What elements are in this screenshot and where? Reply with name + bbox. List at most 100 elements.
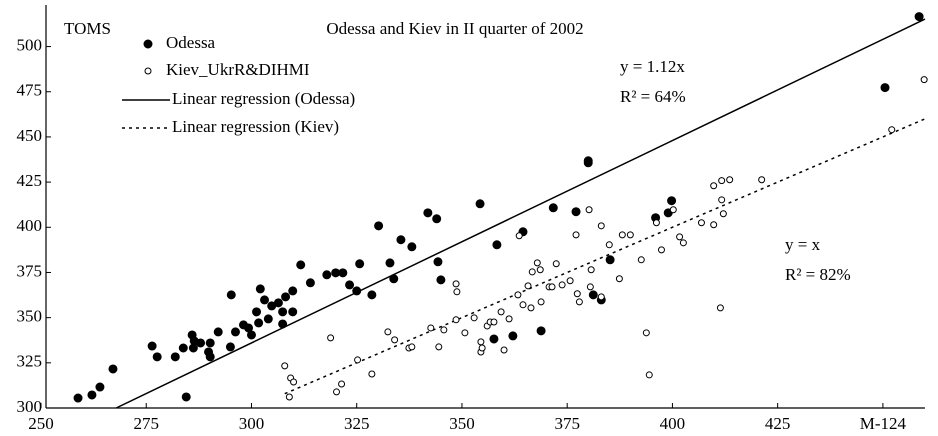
point <box>718 196 726 204</box>
point <box>527 304 535 312</box>
point <box>435 343 443 351</box>
point <box>726 176 734 184</box>
point <box>453 288 461 296</box>
point <box>436 275 446 285</box>
point <box>273 298 283 308</box>
point <box>558 281 566 289</box>
x-tick-label: M-124 <box>860 414 907 433</box>
point <box>552 260 560 268</box>
point <box>914 12 924 22</box>
point <box>196 338 206 348</box>
point <box>537 298 545 306</box>
annotation: y = 1.12x <box>620 57 685 76</box>
point <box>205 338 215 348</box>
point <box>452 316 460 324</box>
point <box>327 334 335 342</box>
point <box>679 239 687 247</box>
point <box>710 182 718 190</box>
regression-line <box>115 18 926 409</box>
point <box>583 158 593 168</box>
point <box>368 370 376 378</box>
x-tick-label: 350 <box>449 414 475 433</box>
point <box>508 331 518 341</box>
point <box>618 231 626 239</box>
y-tick-label: 325 <box>17 352 43 371</box>
point <box>676 233 684 241</box>
point <box>492 240 502 250</box>
point <box>920 76 928 84</box>
point <box>288 307 298 317</box>
point <box>408 343 416 351</box>
point <box>697 219 705 227</box>
point <box>489 334 499 344</box>
point <box>587 266 595 274</box>
point <box>322 270 332 280</box>
point <box>710 221 718 229</box>
point <box>888 126 896 134</box>
point <box>407 242 417 252</box>
point <box>152 352 162 362</box>
point <box>252 307 262 317</box>
point <box>718 177 726 185</box>
point <box>281 292 291 302</box>
point <box>427 324 435 332</box>
annotation: y = x <box>785 235 821 254</box>
point <box>290 378 298 386</box>
point <box>246 330 256 340</box>
point <box>296 260 306 270</box>
y-tick-label: 450 <box>17 126 43 145</box>
point <box>716 304 724 312</box>
point <box>181 392 191 402</box>
point <box>572 231 580 239</box>
x-tick-label: 375 <box>554 414 580 433</box>
point <box>652 219 660 227</box>
point <box>515 232 523 240</box>
point <box>667 196 677 206</box>
point <box>95 382 105 392</box>
legend-label: Kiev_UkrR&DIHMI <box>166 60 310 79</box>
point <box>225 342 235 352</box>
point <box>254 318 264 328</box>
point <box>391 336 399 344</box>
point <box>433 257 443 267</box>
point <box>170 352 180 362</box>
x-tick-label: 425 <box>765 414 791 433</box>
point <box>657 246 665 254</box>
point <box>524 282 532 290</box>
point <box>367 290 377 300</box>
point <box>213 327 223 337</box>
point <box>497 308 505 316</box>
y-tick-label: 425 <box>17 171 43 190</box>
point <box>385 258 395 268</box>
legend-label: Linear regression (Odessa) <box>172 89 355 108</box>
point <box>536 326 546 336</box>
point <box>389 274 399 284</box>
y-tick-label: 400 <box>17 216 43 235</box>
point <box>571 207 581 217</box>
point <box>260 295 270 305</box>
legend-label: Odessa <box>166 33 216 52</box>
point <box>605 255 615 265</box>
point <box>588 290 598 300</box>
point <box>432 214 442 224</box>
point <box>605 241 613 249</box>
point <box>597 222 605 230</box>
point <box>178 343 188 353</box>
point <box>637 256 645 264</box>
point <box>288 286 298 296</box>
point <box>585 206 593 214</box>
y-tick-label: 300 <box>17 397 43 416</box>
x-tick-label: 300 <box>239 414 265 433</box>
point <box>615 275 623 283</box>
point <box>354 356 362 364</box>
point <box>642 329 650 337</box>
point <box>338 380 346 388</box>
point <box>384 328 392 336</box>
point <box>626 231 634 239</box>
y-tick-label: 475 <box>17 81 43 100</box>
point <box>533 259 541 267</box>
legend-label: Linear regression (Kiev) <box>172 117 339 136</box>
legend-marker <box>143 39 153 49</box>
point <box>440 326 448 334</box>
legend-marker <box>144 67 152 75</box>
